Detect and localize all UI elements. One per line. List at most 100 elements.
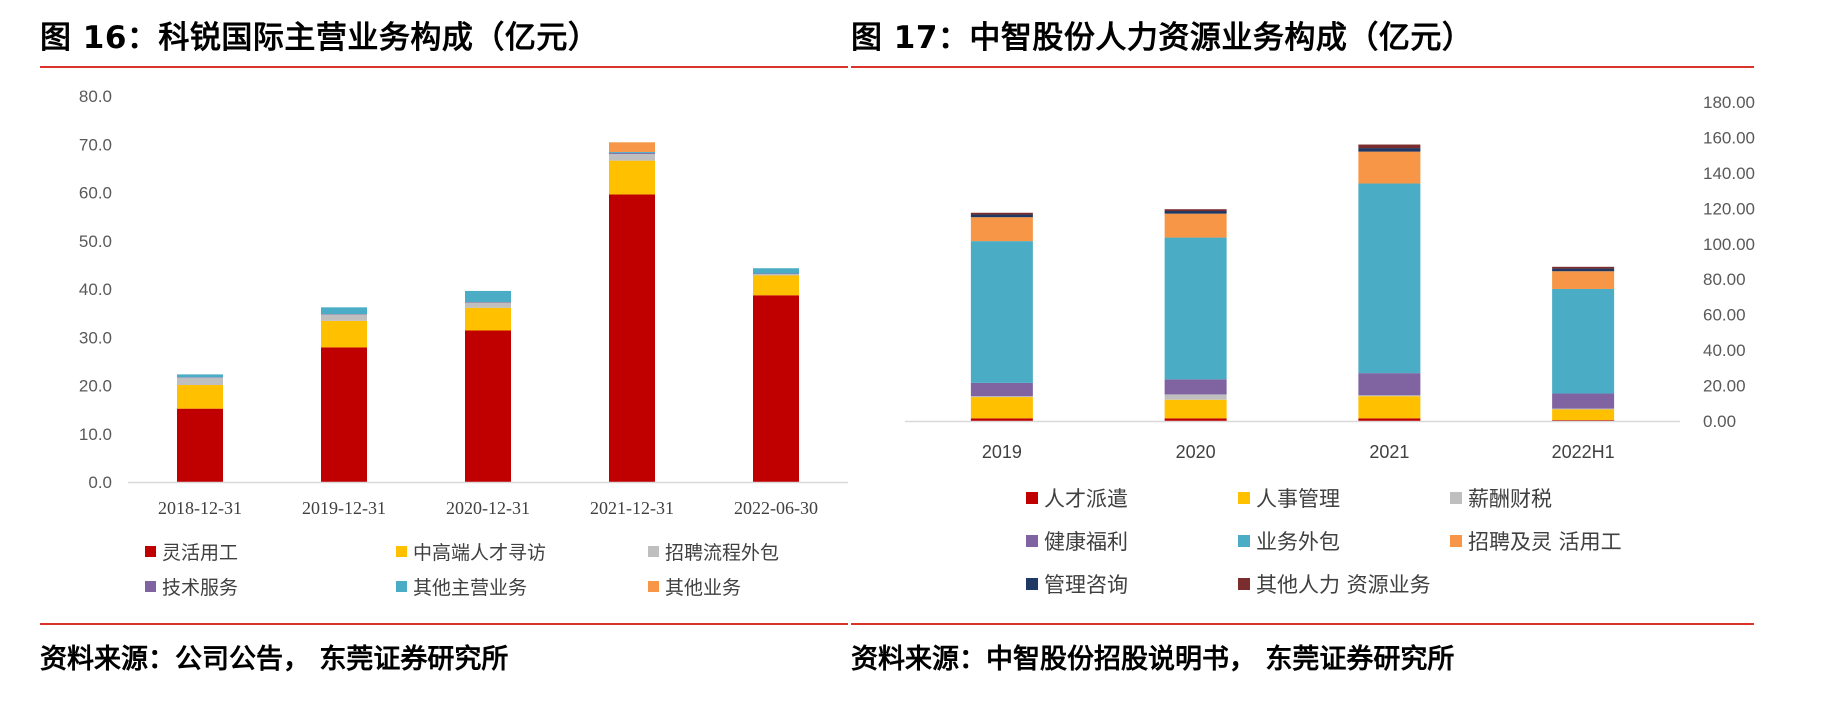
chart16-bar-3-3: [609, 153, 655, 154]
chart16-ytick-0: 0.0: [88, 473, 112, 492]
chart17-legend-swatch-1: [1238, 492, 1250, 504]
chart17-bar-2-2: [1358, 395, 1420, 396]
chart17-legend-label-6: 管理咨询: [1044, 573, 1128, 597]
chart16-bar-4-2: [753, 274, 799, 275]
chart17-bar-1-7: [1165, 209, 1227, 211]
chart16-bar-0-2: [177, 378, 223, 385]
chart17-legend-swatch-2: [1450, 492, 1462, 504]
chart16-ytick-2: 20.0: [79, 377, 112, 396]
chart17-bar-1-4: [1165, 238, 1227, 380]
chart17-legend-swatch-4: [1238, 535, 1250, 547]
chart17-bar-1-3: [1165, 379, 1227, 394]
chart16-xtick-4: 2022-06-30: [734, 498, 818, 518]
chart17-bar-0-4: [971, 241, 1033, 383]
chart17-bar-3-5: [1552, 271, 1614, 289]
chart17-ytick-7: 140.00: [1703, 164, 1755, 183]
chart17-bar-2-1: [1358, 396, 1420, 418]
chart17-ytick-8: 160.00: [1703, 128, 1755, 147]
chart17-ytick-0: 0.00: [1703, 412, 1736, 431]
chart16-ytick-6: 60.0: [79, 184, 112, 203]
chart16-bar-3-1: [609, 161, 655, 195]
chart17-bar-2-3: [1358, 373, 1420, 395]
chart17-legend-label-3: 健康福利: [1044, 530, 1128, 554]
chart16-ytick-5: 50.0: [79, 232, 112, 251]
chart16-bar-0-4: [177, 374, 223, 377]
chart17-legend-label-5: 招聘及灵 活用工: [1468, 530, 1622, 554]
chart17-bar-2-7: [1358, 145, 1420, 149]
chart16-bar-2-0: [465, 330, 511, 482]
chart16-bar-1-1: [321, 321, 367, 348]
chart16-legend-swatch-3: [145, 581, 156, 592]
chart16-bar-1-0: [321, 347, 367, 482]
chart17-ytick-5: 100.00: [1703, 235, 1755, 254]
chart17-bar-3-7: [1552, 267, 1614, 269]
chart17-bar-1-5: [1165, 214, 1227, 238]
figure-17-source: 资料来源：中智股份招股说明书， 东莞证券研究所: [851, 637, 1454, 676]
chart16-legend-swatch-2: [648, 546, 659, 557]
chart17-bar-1-1: [1165, 400, 1227, 419]
chart17-legend-label-4: 业务外包: [1256, 530, 1340, 554]
chart16-xtick-3: 2021-12-31: [590, 498, 674, 518]
chart17-bar-3-6: [1552, 269, 1614, 272]
chart16-bar-0-0: [177, 409, 223, 482]
chart16-bar-0-1: [177, 385, 223, 409]
chart16-bar-4-1: [753, 275, 799, 295]
chart17-ytick-2: 40.00: [1703, 341, 1746, 360]
chart17-legend-swatch-6: [1026, 578, 1038, 590]
chart16-legend-label-2: 招聘流程外包: [665, 542, 779, 564]
chart17-legend-swatch-5: [1450, 535, 1462, 547]
chart17-bar-1-6: [1165, 211, 1227, 214]
chart17-xtick-3: 2022H1: [1552, 442, 1615, 462]
chart17-ytick-3: 60.00: [1703, 306, 1746, 325]
chart17-legend-label-2: 薪酬财税: [1468, 487, 1552, 511]
chart17-legend-swatch-3: [1026, 535, 1038, 547]
chart16-xtick-0: 2018-12-31: [158, 498, 242, 518]
chart17-legend-swatch-0: [1026, 492, 1038, 504]
chart16-bar-3-2: [609, 154, 655, 161]
chart16-legend-swatch-1: [396, 546, 407, 557]
chart17-legend-swatch-7: [1238, 578, 1250, 590]
chart16-xtick-1: 2019-12-31: [302, 498, 386, 518]
chart17-bar-1-0: [1165, 418, 1227, 421]
chart16-legend-swatch-4: [396, 581, 407, 592]
chart17-bar-2-4: [1358, 184, 1420, 374]
chart16-legend-label-3: 技术服务: [162, 577, 238, 599]
chart16-bar-2-4: [465, 291, 511, 302]
chart16-legend-label-5: 其他业务: [665, 577, 741, 599]
chart17-xtick-0: 2019: [982, 442, 1022, 462]
chart17-bar-0-6: [971, 215, 1033, 218]
chart16-ytick-7: 70.0: [79, 135, 112, 154]
chart17-legend-label-0: 人才派遣: [1044, 487, 1128, 511]
chart17-ytick-6: 120.00: [1703, 199, 1755, 218]
chart17-bar-0-7: [971, 213, 1033, 215]
chart16-bar-4-0: [753, 295, 799, 482]
chart16-bar-2-2: [465, 303, 511, 308]
chart16-xtick-2: 2020-12-31: [446, 498, 530, 518]
chart17-bar-0-3: [971, 383, 1033, 396]
chart16-bar-3-5: [609, 142, 655, 152]
chart17-bar-0-5: [971, 217, 1033, 241]
chart16-bar-3-4: [609, 152, 655, 153]
figure-16-source: 资料来源：公司公告， 东莞证券研究所: [40, 637, 508, 676]
chart17-bar-0-1: [971, 397, 1033, 418]
chart16-ytick-8: 80.0: [79, 87, 112, 106]
chart16-ytick-1: 10.0: [79, 425, 112, 444]
chart17-bar-0-0: [971, 418, 1033, 421]
chart17-ytick-4: 80.00: [1703, 270, 1746, 289]
chart17-bar-1-2: [1165, 394, 1227, 399]
chart17-bar-2-0: [1358, 418, 1420, 421]
chart16-bar-2-1: [465, 308, 511, 331]
chart17-bar-3-1: [1552, 409, 1614, 420]
chart16-legend-label-1: 中高端人才寻访: [413, 542, 546, 564]
chart17-ytick-1: 20.00: [1703, 377, 1746, 396]
chart16-ytick-3: 30.0: [79, 328, 112, 347]
chart17-bar-2-5: [1358, 152, 1420, 184]
chart16-ytick-4: 40.0: [79, 280, 112, 299]
chart16-bar-1-2: [321, 315, 367, 321]
chart16-bar-4-4: [753, 268, 799, 273]
chart16-legend-swatch-0: [145, 546, 156, 557]
chart16-legend-swatch-5: [648, 581, 659, 592]
chart17-bar-3-3: [1552, 394, 1614, 409]
chart17-xtick-2: 2021: [1369, 442, 1409, 462]
